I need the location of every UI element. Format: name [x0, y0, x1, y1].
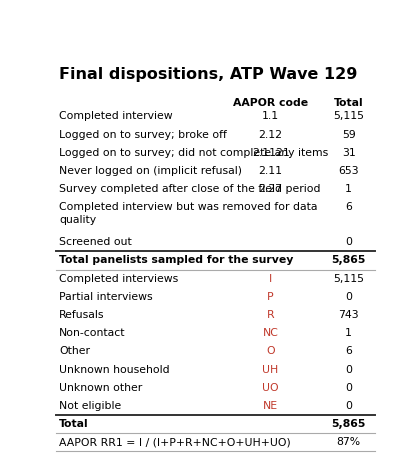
Text: Unknown other: Unknown other: [59, 383, 142, 393]
Text: Logged on to survey; did not complete any items: Logged on to survey; did not complete an…: [59, 148, 328, 158]
Text: Completed interviews: Completed interviews: [59, 274, 178, 284]
Text: Other: Other: [59, 346, 90, 356]
Text: 31: 31: [342, 148, 356, 158]
Text: 0: 0: [345, 365, 352, 375]
Text: 5,115: 5,115: [333, 112, 364, 122]
Text: 1: 1: [345, 328, 352, 338]
Text: 0: 0: [345, 292, 352, 302]
Text: Total panelists sampled for the survey: Total panelists sampled for the survey: [59, 256, 294, 266]
Text: 87%: 87%: [337, 437, 361, 447]
Text: I: I: [269, 274, 272, 284]
Text: Screened out: Screened out: [59, 237, 132, 247]
Text: NC: NC: [262, 328, 278, 338]
Text: 743: 743: [339, 310, 359, 320]
Text: UO: UO: [262, 383, 279, 393]
Text: Survey completed after close of the field period: Survey completed after close of the fiel…: [59, 184, 320, 194]
Text: 0: 0: [345, 237, 352, 247]
Text: 0: 0: [345, 383, 352, 393]
Text: 5,865: 5,865: [331, 256, 366, 266]
Text: Final dispositions, ATP Wave 129: Final dispositions, ATP Wave 129: [59, 67, 357, 82]
Text: 2.11: 2.11: [259, 166, 283, 176]
Text: Not eligible: Not eligible: [59, 401, 121, 411]
Text: 6: 6: [345, 346, 352, 356]
Text: 5,115: 5,115: [333, 274, 364, 284]
Text: Never logged on (implicit refusal): Never logged on (implicit refusal): [59, 166, 242, 176]
Text: 1.1: 1.1: [262, 112, 279, 122]
Text: UH: UH: [262, 365, 279, 375]
Text: Non-contact: Non-contact: [59, 328, 126, 338]
Text: Logged on to survey; broke off: Logged on to survey; broke off: [59, 130, 227, 140]
Text: P: P: [267, 292, 274, 302]
Text: Unknown household: Unknown household: [59, 365, 170, 375]
Text: 6: 6: [345, 202, 352, 212]
Text: Total: Total: [59, 419, 89, 429]
Text: 5,865: 5,865: [331, 419, 366, 429]
Text: O: O: [266, 346, 275, 356]
Text: AAPOR RR1 = I / (I+P+R+NC+O+UH+UO): AAPOR RR1 = I / (I+P+R+NC+O+UH+UO): [59, 437, 291, 447]
Text: Refusals: Refusals: [59, 310, 105, 320]
Text: 2.1121: 2.1121: [252, 148, 289, 158]
Text: 2.27: 2.27: [259, 184, 283, 194]
Text: 2.12: 2.12: [259, 130, 283, 140]
Text: 0: 0: [345, 401, 352, 411]
Text: 1: 1: [345, 184, 352, 194]
Text: Completed interview: Completed interview: [59, 112, 173, 122]
Text: Completed interview but was removed for data
quality: Completed interview but was removed for …: [59, 202, 318, 225]
Text: NE: NE: [263, 401, 278, 411]
Text: AAPOR code: AAPOR code: [233, 98, 308, 108]
Text: Partial interviews: Partial interviews: [59, 292, 152, 302]
Text: Total: Total: [334, 98, 364, 108]
Text: 59: 59: [342, 130, 356, 140]
Text: 653: 653: [339, 166, 359, 176]
Text: R: R: [267, 310, 274, 320]
